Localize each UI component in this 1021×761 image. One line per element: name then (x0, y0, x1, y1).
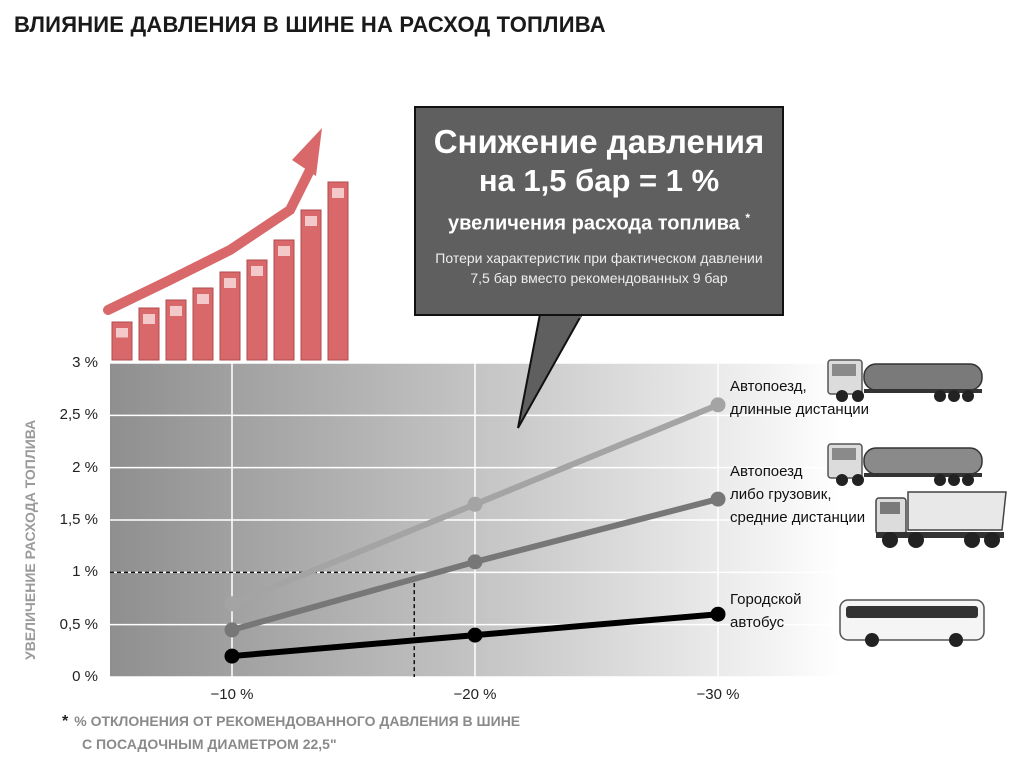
x-tick-label: −20 % (453, 686, 497, 703)
dump-truck-icon (875, 491, 1007, 548)
data-point (224, 622, 240, 638)
series-label-line: автобус (730, 614, 785, 631)
data-point (224, 648, 240, 664)
tanker-truck-icon (827, 443, 983, 486)
series-label-line: Автопоезд, (730, 378, 807, 395)
series-label-line: Автопоезд (730, 463, 803, 480)
fuel-pump-display (251, 266, 263, 276)
y-tick-label: 2 % (72, 458, 98, 476)
footnote-line2: С ПОСАДОЧНЫМ ДИАМЕТРОМ 22,5" (82, 736, 337, 752)
callout-subheadline: увеличения расхода топлива * (416, 204, 782, 238)
footnote: * % ОТКЛОНЕНИЯ ОТ РЕКОМЕНДОВАННОГО ДАВЛЕН… (62, 710, 520, 755)
callout-note: Потери характеристик при фактическом дав… (416, 248, 782, 288)
footnote-line1: % ОТКЛОНЕНИЯ ОТ РЕКОМЕНДОВАННОГО ДАВЛЕНИ… (74, 713, 521, 729)
data-point (710, 397, 726, 413)
rising-arrow-fuel-pumps-icon (103, 128, 349, 361)
callout-note-line2: 7,5 бар вместо рекомендованных 9 бар (470, 269, 728, 286)
callout-note-line1: Потери характеристик при фактическом дав… (435, 249, 763, 266)
callout-box: Снижение давления на 1,5 бар = 1 % увели… (414, 106, 784, 316)
data-point (710, 491, 726, 507)
footnote-star: * (62, 713, 69, 730)
series-label-line: либо грузовик, (730, 486, 832, 503)
x-tick-label: −10 % (210, 686, 254, 703)
fuel-pump-display (278, 246, 290, 256)
callout-headline: Снижение давления (433, 123, 765, 160)
fuel-pump-bar (327, 181, 349, 361)
y-axis-label: УВЕЛИЧЕНИЕ РАСХОДА ТОПЛИВА (22, 419, 38, 660)
data-point (467, 554, 483, 570)
series-label-line: средние дистанции (730, 509, 866, 526)
fuel-pump-display (116, 328, 128, 338)
y-tick-label: 1,5 % (59, 511, 98, 528)
series-label-line: Городской (730, 591, 802, 608)
callout-subheadline-text: увеличения расхода топлива (448, 212, 740, 235)
fuel-pump-display (332, 188, 344, 198)
fuel-pump-display (305, 216, 317, 226)
city-bus-icon (839, 599, 985, 647)
fuel-pump-display (197, 294, 209, 304)
data-point (467, 627, 483, 643)
y-tick-label: 3 % (72, 354, 98, 371)
data-point (710, 606, 726, 622)
page-title: ВЛИЯНИЕ ДАВЛЕНИЯ В ШИНЕ НА РАСХОД ТОПЛИВ… (14, 12, 606, 37)
y-tick-label: 0,5 % (59, 615, 98, 633)
series-label-medium-haul: Автопоезд либо грузовик, средние дистанц… (730, 460, 865, 529)
fuel-pump-bar (192, 287, 214, 361)
fuel-pump-bar (300, 209, 322, 361)
series-label-long-haul: Автопоезд, длинные дистанции (730, 375, 869, 421)
y-tick-label: 0 % (72, 668, 98, 685)
fuel-pump-bar (246, 259, 268, 361)
fuel-pump-display (170, 306, 182, 316)
fuel-pump-bar (111, 321, 133, 361)
series-group (224, 397, 726, 664)
fuel-pump-bar (219, 271, 241, 361)
fuel-pump-display (143, 314, 155, 324)
series-label-line: длинные дистанции (730, 401, 870, 418)
fuel-pump-bar (273, 239, 295, 361)
x-tick-label: −30 % (696, 686, 740, 703)
fuel-pump-display (224, 278, 236, 288)
y-tick-label: 2,5 % (59, 406, 98, 424)
series-label-city-bus: Городской автобус (730, 588, 802, 634)
rising-arrow-head (292, 128, 322, 176)
callout-star: * (745, 211, 750, 225)
data-point (467, 496, 483, 512)
callout-equation: на 1,5 бар = 1 % (478, 163, 720, 198)
tanker-truck-icon (827, 359, 983, 402)
y-tick-label: 1 % (72, 563, 98, 581)
rising-arrow-shaft (103, 165, 315, 315)
data-point (224, 596, 240, 612)
